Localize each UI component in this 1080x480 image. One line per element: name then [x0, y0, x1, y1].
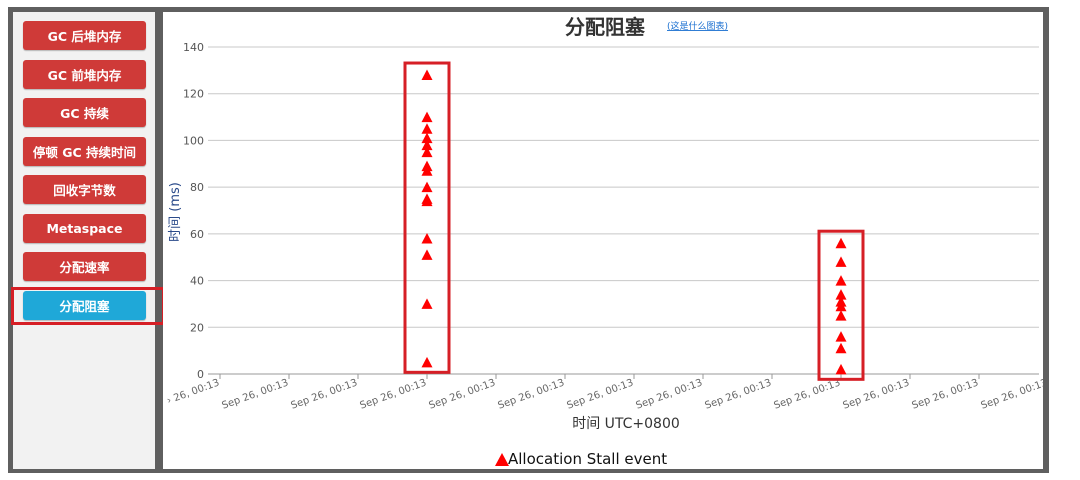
x-tick-label: Sep 26, 00:13 — [290, 377, 359, 411]
x-tick-label: Sep 26, 00:13 — [773, 377, 842, 411]
data-point[interactable] — [421, 195, 433, 207]
data-point[interactable] — [421, 356, 433, 368]
y-tick-label: 120 — [183, 88, 204, 101]
legend: Allocation Stall event — [495, 450, 667, 468]
chart-panel: 0 20 40 60 80 100 120 140 › 26, 00:13 Sep 26, 00… — [163, 12, 1050, 469]
stall-cluster-highlight — [403, 61, 451, 374]
x-axis-label: 时间 UTC+0800 — [572, 416, 680, 432]
y-tick-label: 100 — [183, 134, 204, 147]
x-tick-labels: › 26, 00:13 Sep 26, 00:13 Sep 26, 00:13 Sep… — [166, 374, 1049, 412]
active-item-highlight — [11, 287, 165, 325]
nav-button-reclaimed-bytes[interactable]: 回收字节数 — [23, 175, 146, 204]
x-tick-label: › 26, 00:13 — [166, 377, 222, 406]
chart-title: 分配阻塞 — [565, 15, 646, 39]
data-point[interactable] — [421, 123, 433, 134]
x-tick-label: Sep 26, 00:13 — [497, 377, 566, 411]
data-point[interactable] — [421, 233, 433, 244]
data-point[interactable] — [835, 310, 847, 321]
x-tick-label: Sep 26, 00:13 — [359, 377, 428, 411]
data-point[interactable] — [835, 342, 847, 354]
y-tick-label: 140 — [183, 41, 204, 54]
x-tick-label: Sep 26, 00:13 — [980, 377, 1043, 411]
data-point[interactable] — [421, 146, 433, 158]
data-point[interactable] — [835, 331, 847, 342]
data-points — [421, 69, 847, 375]
highlight-boxes — [403, 61, 865, 381]
data-point[interactable] — [421, 111, 433, 123]
data-point[interactable] — [421, 69, 433, 81]
y-tick-label: 20 — [190, 321, 204, 334]
nav-button-metaspace[interactable]: Metaspace — [23, 214, 146, 243]
y-axis-label: 时间 (ms) — [168, 182, 183, 242]
nav-button-allocation-rate[interactable]: 分配速率 — [23, 252, 146, 281]
legend-label: Allocation Stall event — [508, 450, 667, 468]
y-tick-label: 0 — [197, 368, 204, 381]
x-tick-label: Sep 26, 00:13 — [704, 377, 773, 411]
nav-button-allocation-stall[interactable]: 分配阻塞 — [23, 291, 146, 320]
data-point[interactable] — [835, 256, 847, 267]
data-point[interactable] — [835, 237, 847, 249]
legend-marker — [495, 453, 509, 466]
x-tick-label: Sep 26, 00:13 — [428, 377, 497, 411]
data-point[interactable] — [835, 300, 847, 312]
nav-button-after-gc-heap[interactable]: GC 后堆内存 — [23, 21, 146, 50]
nav-button-pause-gc-duration[interactable]: 停顿 GC 持续时间 — [23, 137, 146, 166]
y-tick-label: 80 — [190, 181, 204, 194]
data-point[interactable] — [421, 298, 433, 309]
nav-button-before-gc-heap[interactable]: GC 前堆内存 — [23, 60, 146, 89]
x-tick-label: Sep 26, 00:13 — [635, 377, 704, 411]
help-link[interactable]: (这是什么图表) — [667, 20, 728, 32]
x-tick-label: Sep 26, 00:13 — [566, 377, 635, 411]
data-point[interactable] — [421, 132, 433, 144]
x-tick-label: Sep 26, 00:13 — [221, 377, 290, 411]
stall-cluster-highlight — [817, 229, 865, 381]
data-point[interactable] — [835, 363, 847, 375]
y-tick-label: 40 — [190, 275, 204, 288]
nav-button-gc-duration[interactable]: GC 持续 — [23, 98, 146, 127]
data-point[interactable] — [421, 165, 433, 176]
data-point[interactable] — [835, 289, 847, 300]
x-tick-label: Sep 26, 00:13 — [911, 377, 980, 411]
data-point[interactable] — [421, 139, 433, 151]
data-point[interactable] — [421, 249, 433, 260]
y-tick-label: 60 — [190, 228, 204, 241]
data-point[interactable] — [835, 275, 847, 286]
y-tick-labels: 0 20 40 60 80 100 120 140 — [183, 41, 204, 381]
data-point[interactable] — [421, 181, 433, 193]
grid — [208, 46, 1039, 375]
x-tick-label: Sep 26, 00:13 — [842, 377, 911, 411]
